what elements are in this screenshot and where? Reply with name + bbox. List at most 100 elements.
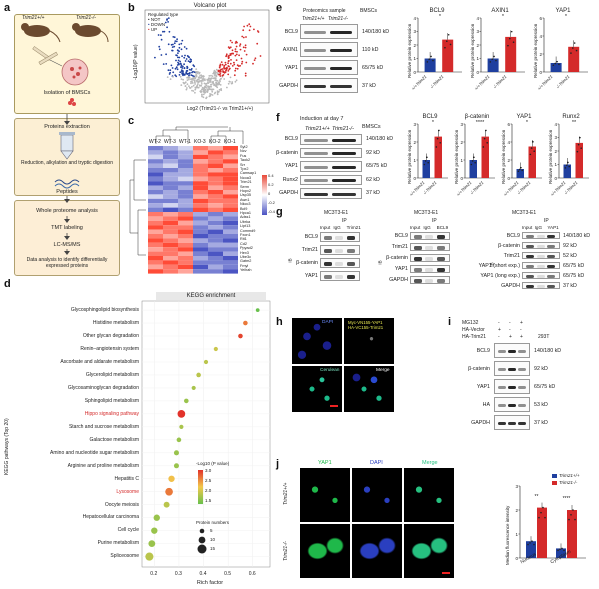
blot-i-kd-label: 140/180 kD bbox=[534, 347, 562, 354]
coip-2-kd-label: 140/180 kD bbox=[563, 232, 591, 239]
bars-f-0-point bbox=[438, 129, 440, 132]
blot-i-band bbox=[498, 403, 506, 408]
volcano-point bbox=[167, 69, 170, 72]
volcano-point bbox=[224, 63, 227, 66]
coip-1-band bbox=[436, 268, 445, 272]
heatmap-cell bbox=[163, 251, 178, 256]
volcano-point bbox=[218, 79, 221, 81]
volcano-point bbox=[230, 52, 233, 55]
heatmap-cell bbox=[178, 260, 193, 265]
blot-f-band bbox=[332, 192, 356, 196]
volcano-point bbox=[214, 79, 217, 82]
heatmap-cell bbox=[148, 154, 163, 160]
coip-1-strip bbox=[410, 243, 450, 251]
bars-f-1-point bbox=[485, 129, 487, 132]
heatmap-cell bbox=[223, 150, 238, 155]
volcano-point bbox=[244, 44, 247, 47]
volcano-point bbox=[188, 85, 190, 87]
volcano-point bbox=[174, 74, 177, 76]
volcano-point bbox=[244, 46, 247, 49]
heatmap-gene-label: Gatm2 bbox=[240, 259, 252, 264]
volcano-point bbox=[190, 60, 192, 63]
volcano-point bbox=[212, 80, 214, 83]
volcano-point bbox=[197, 71, 200, 73]
coip-1-row-label: YAP1 bbox=[394, 266, 408, 272]
volcano-point bbox=[229, 54, 232, 56]
coip-1-band bbox=[436, 279, 445, 283]
volcano-point bbox=[216, 71, 218, 74]
volcano-point bbox=[242, 29, 245, 32]
volcano-point bbox=[210, 83, 213, 86]
coip-1-strip bbox=[410, 276, 450, 284]
volcano-point bbox=[169, 78, 172, 80]
kegg-pathway-label: Histidine metabolism bbox=[92, 319, 139, 326]
heatmap-cell bbox=[178, 146, 193, 151]
kegg-x-tick: 0.4 bbox=[199, 571, 207, 577]
heatmap-cell bbox=[193, 251, 208, 256]
coip-2-band bbox=[526, 234, 534, 239]
heatmap-cell bbox=[193, 159, 208, 164]
blot-e-band bbox=[330, 30, 352, 35]
volcano-point bbox=[182, 65, 184, 68]
heatmap-cell bbox=[223, 220, 238, 226]
heatmap-cell bbox=[148, 238, 163, 243]
kegg-x-tick: 0.3 bbox=[174, 571, 182, 577]
volcano-point bbox=[173, 36, 176, 39]
blot-e-kd-label: 140/180 kD bbox=[362, 28, 390, 35]
coip-0-ip-label: IP bbox=[342, 218, 347, 224]
coip-1-col-label: IgG bbox=[423, 225, 431, 230]
heatmap-cell bbox=[178, 207, 193, 212]
heatmap-cell bbox=[148, 260, 163, 265]
volcano-point bbox=[236, 67, 239, 70]
bars-f-0-point bbox=[436, 137, 439, 140]
volcano-point bbox=[239, 45, 241, 47]
coip-2-band bbox=[526, 264, 534, 269]
volcano-point bbox=[214, 70, 217, 73]
volcano-point bbox=[175, 40, 178, 43]
blot-i-band bbox=[508, 403, 516, 408]
heatmap-gene-label: Nkcc3 bbox=[240, 202, 251, 207]
volcano-point bbox=[211, 88, 213, 91]
bars-e-2-ylabel: Relative protein expression bbox=[533, 23, 538, 78]
heatmap-cell bbox=[178, 251, 193, 256]
heatmap-cell bbox=[178, 150, 193, 155]
coip-0-band bbox=[346, 262, 355, 266]
volcano-point bbox=[205, 83, 208, 85]
volcano-point bbox=[220, 61, 223, 63]
volcano-point bbox=[214, 77, 216, 80]
heatmap-cell bbox=[193, 225, 208, 230]
bars-f-2-point bbox=[530, 147, 533, 149]
bars-f-0-point bbox=[435, 146, 438, 148]
blot-f-row-label: Runx2 bbox=[282, 176, 298, 183]
kegg-plot bbox=[141, 300, 271, 568]
coip-2-band bbox=[526, 244, 534, 249]
bars-e-2-bar bbox=[568, 46, 580, 72]
volcano-point bbox=[223, 67, 226, 70]
bars-e-0-y-tick: 1 bbox=[413, 56, 416, 61]
volcano-point bbox=[190, 74, 193, 76]
kegg-pathway-label: Amino and nucleotide sugar metabolism bbox=[50, 449, 139, 456]
blot-i-band bbox=[518, 367, 526, 372]
coip-1-row-label: BCL9 bbox=[394, 233, 408, 239]
volcano-point bbox=[197, 77, 200, 79]
kegg-pathway-label: Purine metabolism bbox=[97, 540, 139, 547]
mouse-wt-label: Trim21+/+ bbox=[22, 15, 45, 21]
volcano-point bbox=[176, 49, 179, 52]
coip-1-band bbox=[425, 246, 434, 250]
heatmap-cell bbox=[193, 256, 208, 261]
heatmap-cell bbox=[178, 185, 193, 190]
heatmap-cell bbox=[178, 181, 193, 186]
volcano-point bbox=[179, 75, 182, 78]
bars-j-point bbox=[568, 518, 570, 521]
heatmap-cell bbox=[223, 269, 238, 274]
bars-e-0-point bbox=[446, 40, 448, 43]
blot-f-row-label: β-catenin bbox=[276, 149, 298, 156]
kegg-point bbox=[243, 320, 248, 326]
heatmap-cell bbox=[223, 251, 238, 256]
volcano-point bbox=[196, 83, 199, 85]
micro-j-0-2 bbox=[404, 468, 454, 522]
heatmap-cell bbox=[178, 256, 193, 261]
micro-j-1-0 bbox=[300, 524, 350, 578]
heatmap-cell bbox=[193, 264, 208, 270]
volcano-point bbox=[203, 75, 205, 78]
